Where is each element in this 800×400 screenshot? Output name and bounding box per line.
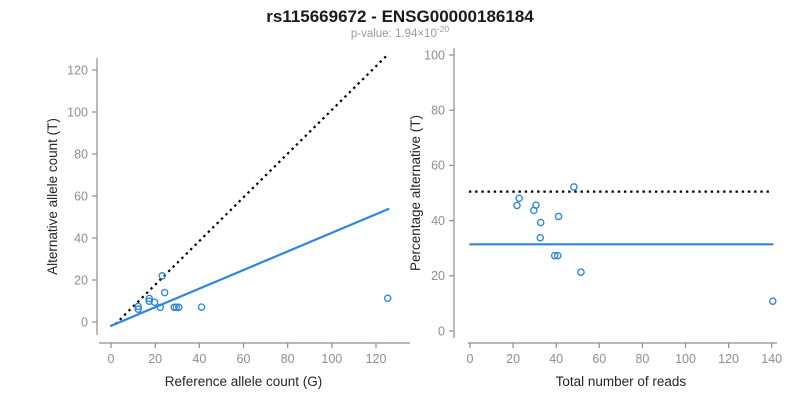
y-tick-label: 60 — [431, 159, 445, 173]
y-tick-label: 40 — [74, 231, 88, 245]
x-tick-label: 140 — [761, 352, 782, 366]
y-tick-label: 120 — [67, 63, 88, 77]
data-point — [197, 303, 206, 311]
x-tick-label: 40 — [549, 352, 563, 366]
x-tick-label: 120 — [718, 352, 739, 366]
x-tick-label: 100 — [321, 352, 342, 366]
data-point — [134, 305, 142, 313]
x-tick-label: 60 — [237, 352, 251, 366]
data-point — [536, 233, 545, 242]
right-plot-xaxis-label: Total number of reads — [556, 374, 687, 389]
x-tick-label: 40 — [192, 352, 206, 366]
y-tick-label: 40 — [431, 214, 445, 228]
x-tick-label: 60 — [592, 352, 606, 366]
data-point — [577, 268, 585, 276]
data-point — [769, 297, 777, 305]
data-point — [175, 303, 183, 312]
y-tick-label: 100 — [424, 48, 445, 62]
left-plot-xaxis-label: Reference allele count (G) — [165, 374, 323, 389]
data-point — [530, 206, 538, 215]
y-tick-label: 0 — [438, 324, 445, 338]
data-point — [515, 194, 523, 203]
p-value-text: p-value: 1.94×10 — [351, 28, 437, 40]
data-point — [156, 303, 165, 312]
data-point — [536, 218, 545, 227]
data-point — [150, 298, 159, 307]
x-tick-label: 100 — [675, 352, 696, 366]
data-point — [172, 303, 181, 312]
x-tick-label: 20 — [506, 352, 520, 366]
data-point — [145, 297, 153, 305]
data-point — [158, 272, 167, 280]
data-point — [570, 183, 578, 191]
data-point — [513, 201, 521, 210]
y-tick-label: 20 — [74, 273, 88, 287]
x-tick-label: 120 — [366, 352, 387, 366]
y-tick-label: 80 — [431, 104, 445, 118]
p-value-exponent: -20 — [437, 24, 450, 34]
figure-title: rs115669672 - ENSG00000186184 — [266, 7, 534, 26]
data-point — [145, 294, 153, 303]
data-point — [170, 303, 178, 312]
right-scatter-plot: 0 20 40 60 80 100 120 140 0 20 40 60 80 100 — [424, 48, 782, 366]
data-point — [553, 251, 562, 260]
data-point — [550, 251, 559, 260]
data-point — [134, 302, 142, 311]
p-value-subtitle: p-value: 1.94×10-20 — [351, 24, 450, 40]
y-tick-label: 20 — [431, 269, 445, 283]
x-tick-label: 80 — [635, 352, 649, 366]
identity-line — [114, 54, 388, 325]
fit-line — [109, 207, 390, 328]
x-tick-label: 80 — [281, 352, 295, 366]
x-tick-label: 20 — [148, 352, 162, 366]
x-tick-label: 0 — [108, 352, 115, 366]
left-plot-yaxis-label: Alternative allele count (T) — [45, 118, 60, 275]
y-tick-label: 100 — [67, 105, 88, 119]
y-tick-label: 0 — [81, 315, 88, 329]
y-tick-label: 60 — [74, 189, 88, 203]
y-tick-label: 80 — [74, 147, 88, 161]
right-plot-yaxis-label: Percentage alternative (T) — [408, 115, 423, 271]
data-point — [554, 212, 563, 221]
data-point — [160, 288, 169, 297]
data-point — [383, 294, 392, 303]
x-tick-label: 0 — [467, 352, 474, 366]
left-scatter-plot: 0 20 40 60 80 100 120 0 20 40 60 80 100 120 — [67, 54, 410, 366]
